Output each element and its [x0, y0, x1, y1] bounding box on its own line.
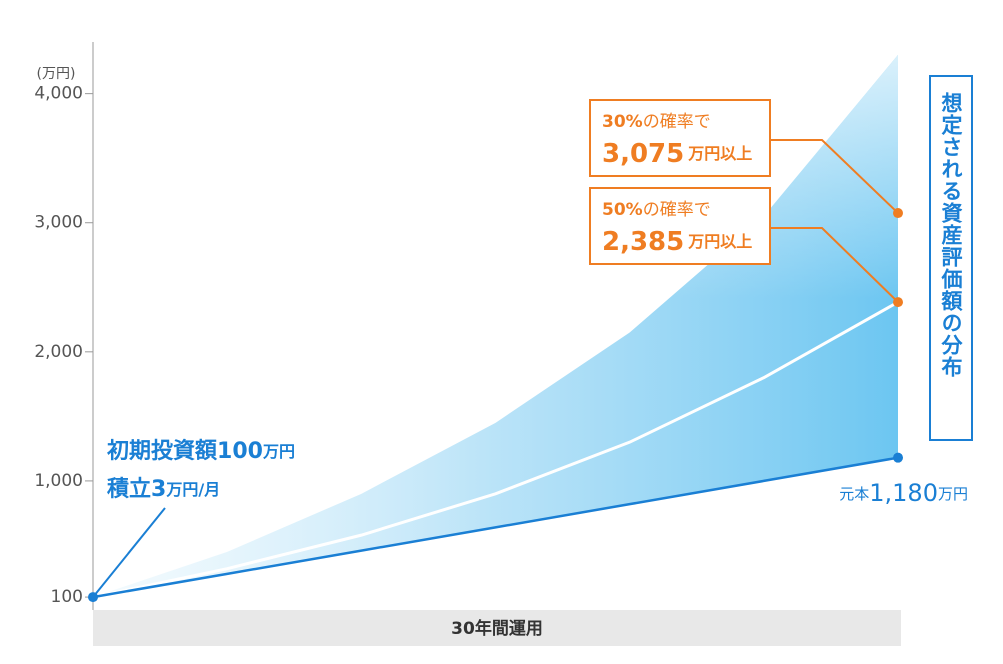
start-dot — [88, 592, 98, 603]
callout-dot — [893, 208, 903, 219]
start-note-part: 初期投資額 — [106, 438, 218, 464]
callout-value: 2,385 万円以上 — [602, 227, 752, 257]
principal-unit: 万円 — [938, 485, 968, 503]
start-note: 積立3万円/月 — [107, 477, 220, 502]
y-tick-label: 3,000 — [34, 213, 83, 233]
callout-text: の確率で — [643, 200, 711, 220]
start-note-part: 3 — [151, 477, 166, 502]
callout-box — [589, 99, 771, 177]
start-note-part: 100 — [217, 439, 263, 464]
callout-unit: 万円以上 — [687, 144, 752, 163]
callout-value: 3,075 万円以上 — [602, 139, 752, 169]
principal-line — [92, 456, 899, 599]
callout-leader — [770, 227, 899, 303]
y-tick-label: 2,000 — [34, 342, 83, 362]
y-tick-label: 4,000 — [34, 84, 83, 104]
start-note: 初期投資額100万円 — [106, 438, 295, 464]
callout-box — [589, 187, 771, 265]
y-tick-label: 100 — [51, 587, 83, 607]
x-label: 30年間運用 — [451, 618, 543, 639]
callout-prob: 50%の確率で — [602, 200, 711, 220]
callout-number: 3,075 — [602, 139, 684, 169]
start-note-part: 万円 — [262, 442, 295, 461]
start-note-part: 積立 — [107, 477, 151, 502]
callout-dot — [893, 297, 903, 308]
callout-prob: 30%の確率で — [602, 112, 711, 132]
callout-text: の確率で — [643, 112, 711, 132]
principal-value: 1,180 — [869, 479, 938, 507]
start-note-part: /月 — [198, 480, 220, 499]
y-unit: (万円) — [37, 66, 76, 82]
principal-note: 元本1,180万円 — [839, 479, 968, 507]
callout-leader — [770, 139, 899, 214]
median-line — [92, 300, 899, 599]
band-title-box — [929, 75, 973, 441]
callout-unit: 万円以上 — [687, 232, 752, 251]
y-tick-label: 1,000 — [34, 471, 83, 491]
callout-percent: 30% — [602, 112, 643, 132]
distribution-fade — [93, 54, 898, 598]
callout-number: 2,385 — [602, 227, 684, 257]
principal-prefix: 元本 — [839, 485, 869, 503]
principal-dot — [893, 452, 903, 463]
start-note-part: 万円 — [165, 480, 198, 499]
band-title: 想定される資産評価額の分布 — [939, 92, 964, 378]
x-band — [93, 610, 901, 646]
callout-percent: 50% — [602, 200, 643, 220]
start-pointer — [92, 507, 166, 598]
